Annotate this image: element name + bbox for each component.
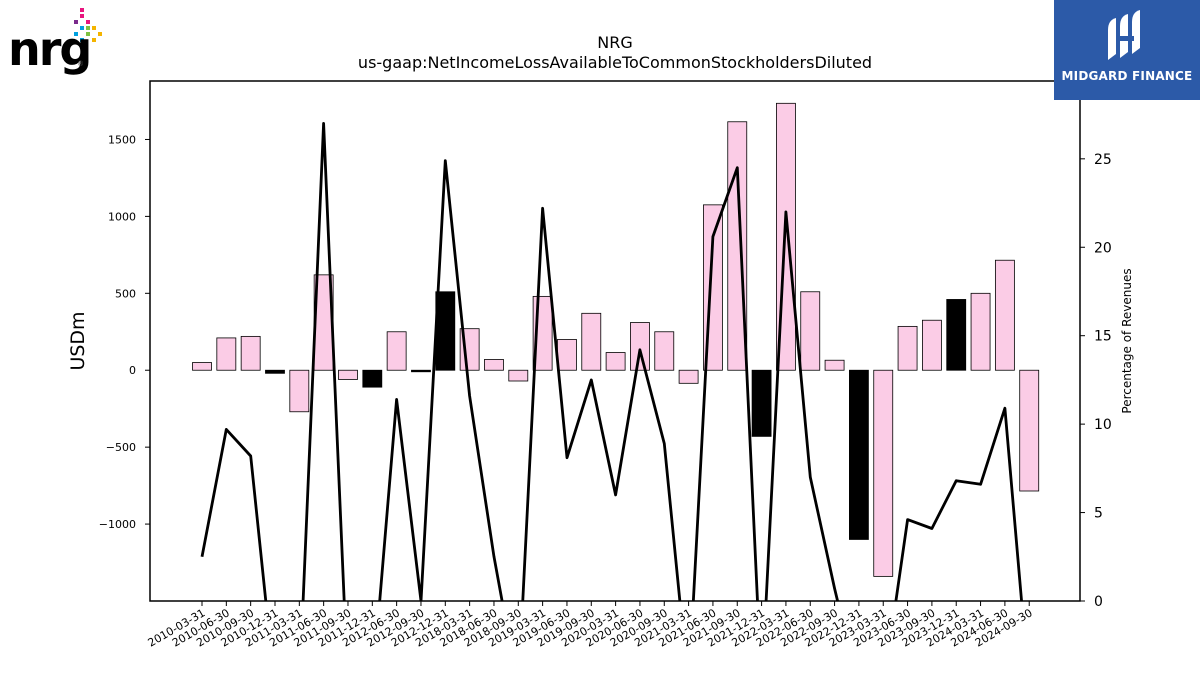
bar-2012-06-30 xyxy=(386,331,407,371)
revenue-pct-line xyxy=(200,122,1023,601)
nrg-logo: nrg ® xyxy=(4,8,104,72)
bar-2021-03-31 xyxy=(678,369,699,384)
nrg-reg-mark: ® xyxy=(77,60,84,68)
x-axis: 2010-03-312010-06-302010-09-302010-12-31… xyxy=(146,601,1035,650)
bar-2019-06-30 xyxy=(557,339,577,371)
bar-2011-09-30 xyxy=(338,369,358,380)
bar-2010-06-30 xyxy=(216,337,237,371)
bar-2023-06-30 xyxy=(897,325,918,371)
bars-layer xyxy=(192,102,1040,577)
bar-2011-12-31 xyxy=(362,369,383,388)
bar-2011-03-31 xyxy=(289,369,310,413)
plot-frame xyxy=(149,80,1081,602)
bar-2024-06-30 xyxy=(994,259,1015,371)
bar-2020-09-30 xyxy=(654,331,675,371)
bar-2010-03-31 xyxy=(192,362,212,371)
y2-tick-label: 25 xyxy=(1094,152,1112,168)
y-tick-label: 500 xyxy=(115,287,136,300)
y-tick-label: 1500 xyxy=(108,133,136,146)
y-tick-label: −1000 xyxy=(99,518,136,531)
bar-2022-06-30 xyxy=(800,291,821,371)
y-tick-label: −500 xyxy=(106,441,136,454)
y2-tick-label: 5 xyxy=(1094,506,1103,522)
bar-2022-12-31 xyxy=(849,369,869,540)
chart-title: NRG xyxy=(597,33,632,52)
y-axis-right: 0 5 10 15 20 25 xyxy=(1080,152,1112,610)
y2-tick-label: 10 xyxy=(1094,417,1112,433)
midgard-logo-icon xyxy=(1108,10,1140,60)
bar-2010-09-30 xyxy=(240,335,261,371)
midgard-finance-logo: MIDGARD FINANCE xyxy=(1054,0,1200,100)
y2-tick-label: 15 xyxy=(1094,329,1112,345)
bar-2023-03-31 xyxy=(873,369,894,577)
y2-tick-label: 20 xyxy=(1094,240,1112,256)
line-layer xyxy=(200,122,1023,601)
y2-axis-label: Percentage of Revenues xyxy=(1120,268,1134,413)
bar-2018-06-30 xyxy=(484,359,504,371)
y-tick-label: 0 xyxy=(129,364,136,377)
bar-2018-09-30 xyxy=(508,369,529,382)
nrg-logo-text: nrg xyxy=(8,22,92,76)
bar-2022-09-30 xyxy=(824,359,845,371)
y-axis-left: −1000 −500 0 500 1000 1500 xyxy=(99,133,150,531)
nrg-cross-logo-icon xyxy=(74,8,102,42)
bar-2023-12-31 xyxy=(946,299,967,371)
midgard-logo-text: MIDGARD FINANCE xyxy=(1061,69,1193,83)
chart-subtitle: us-gaap:NetIncomeLossAvailableToCommonSt… xyxy=(358,53,872,72)
y2-tick-label: 0 xyxy=(1094,594,1103,610)
bar-2020-03-31 xyxy=(605,352,626,371)
y-axis-label: USDm xyxy=(67,311,89,370)
bar-2023-09-30 xyxy=(922,319,942,371)
bar-2021-12-31 xyxy=(751,369,772,437)
bar-2019-09-30 xyxy=(581,312,602,371)
bar-2024-09-30 xyxy=(1019,369,1040,492)
bar-2010-12-31 xyxy=(265,369,285,374)
bar-2024-03-31 xyxy=(970,292,991,371)
bar-2020-06-30 xyxy=(630,322,650,371)
y-tick-label: 1000 xyxy=(108,210,136,223)
bar-2012-09-30 xyxy=(411,369,431,373)
